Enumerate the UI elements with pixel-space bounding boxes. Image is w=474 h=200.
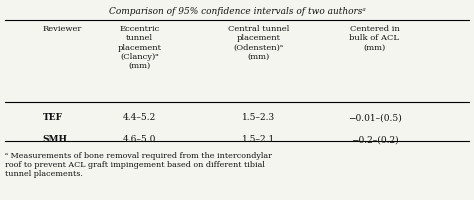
- Text: Eccentric
tunnel
placement
(Clancy)ᵅ
(mm): Eccentric tunnel placement (Clancy)ᵅ (mm…: [118, 25, 162, 70]
- Text: −0.2–(0.2): −0.2–(0.2): [351, 135, 398, 143]
- Text: 4.4–5.2: 4.4–5.2: [123, 113, 156, 121]
- Text: Reviewer: Reviewer: [43, 25, 82, 33]
- Text: 4.6–5.0: 4.6–5.0: [123, 135, 156, 143]
- Text: SMH: SMH: [43, 135, 68, 143]
- Text: Comparison of 95% confidence intervals of two authorsᵃ: Comparison of 95% confidence intervals o…: [109, 7, 365, 16]
- Text: TEF: TEF: [43, 113, 63, 121]
- Text: Centered in
bulk of ACL
(mm): Centered in bulk of ACL (mm): [349, 25, 400, 51]
- Text: ᵃ Measurements of bone removal required from the intercondylar
roof to prevent A: ᵃ Measurements of bone removal required …: [5, 151, 272, 177]
- Text: −0.01–(0.5): −0.01–(0.5): [347, 113, 401, 121]
- Text: 1.5–2.3: 1.5–2.3: [242, 113, 275, 121]
- Text: Central tunnel
placement
(Odensten)ᵃ
(mm): Central tunnel placement (Odensten)ᵃ (mm…: [228, 25, 289, 60]
- Text: 1.5–2.1: 1.5–2.1: [242, 135, 275, 143]
